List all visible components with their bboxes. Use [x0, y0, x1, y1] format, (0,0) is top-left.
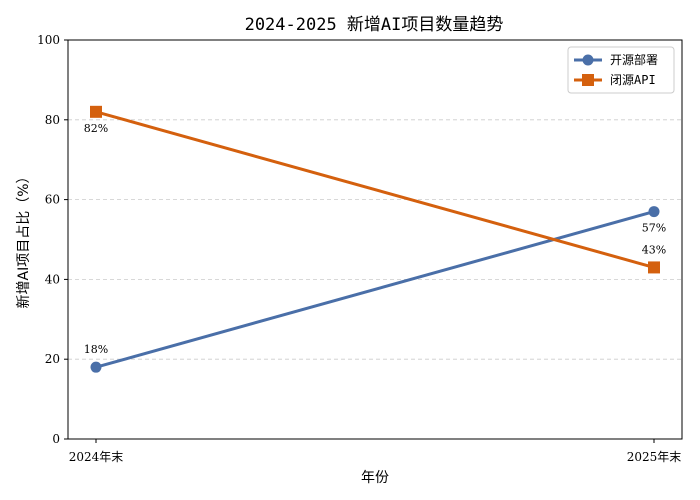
grid-lines — [68, 119, 682, 360]
series-line — [95, 110, 655, 269]
legend-item: 开源部署 — [574, 52, 658, 67]
x-tick-label: 2024年末 — [69, 450, 124, 464]
y-tick-label: 60 — [45, 193, 60, 207]
data-label: 82% — [84, 122, 108, 135]
legend-marker — [582, 74, 594, 86]
chart-title: 2024-2025 新增AI项目数量趋势 — [245, 15, 504, 35]
x-tick-label: 2025年末 — [627, 450, 682, 464]
data-point — [90, 105, 102, 118]
y-tick-label: 40 — [45, 272, 60, 286]
y-axis-label: 新增AI项目占比（%） — [16, 169, 32, 308]
data-point — [90, 361, 102, 373]
y-tick-label: 0 — [52, 432, 60, 446]
y-axis-ticks: 0 20 40 60 80 100 — [37, 33, 68, 446]
plot-frame — [67, 39, 683, 440]
legend-label: 开源部署 — [610, 52, 658, 67]
x-axis-ticks: 2024年末 2025年末 — [69, 439, 682, 464]
series-2: 82% 43% — [84, 105, 666, 274]
data-point — [648, 261, 660, 274]
y-tick-label: 80 — [45, 113, 60, 127]
series-1: 18% 57% — [84, 206, 666, 373]
data-label: 18% — [84, 343, 108, 356]
legend-label: 闭源API — [610, 73, 656, 87]
legend-marker — [582, 54, 594, 66]
legend-item: 闭源API — [574, 73, 656, 87]
data-label: 43% — [642, 243, 666, 256]
series-group: 18% 57% 82% 43% — [84, 105, 666, 373]
data-label: 57% — [642, 222, 666, 235]
series-line — [95, 210, 655, 369]
y-tick-label: 100 — [37, 33, 60, 47]
x-axis-label: 年份 — [361, 470, 389, 486]
y-tick-label: 20 — [45, 352, 60, 366]
data-point — [648, 206, 660, 218]
